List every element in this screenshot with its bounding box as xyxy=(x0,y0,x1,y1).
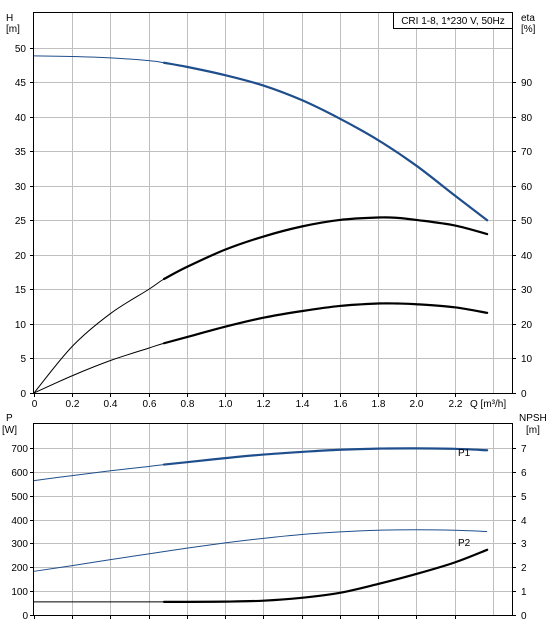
y-right-tick-label: 6 xyxy=(521,468,527,479)
x-tick-label: 0.6 xyxy=(143,399,157,410)
y-right-tick-label: 1 xyxy=(521,587,527,598)
y-left-tick-label: 5 xyxy=(20,354,26,365)
y-left-tick-label: 100 xyxy=(11,587,28,598)
curve-bold-1-0 xyxy=(162,447,489,466)
y-left-tick-label: 0 xyxy=(22,611,28,622)
p-left-label-line1: P xyxy=(6,413,13,424)
x-tick-label: 1.8 xyxy=(372,399,386,410)
curve-bold-0-2 xyxy=(162,302,489,345)
y-left-tick-label: 20 xyxy=(15,251,27,262)
y-left-tick-label: 600 xyxy=(11,468,28,479)
y-left-tick-label: 300 xyxy=(11,539,28,550)
y-left-tick-label: 35 xyxy=(15,147,27,158)
x-tick-label: 1.0 xyxy=(219,399,233,410)
power-plot-grid xyxy=(34,424,512,615)
y-right-tick-label: 3 xyxy=(521,539,527,550)
y-right-tick-label: 5 xyxy=(521,492,527,503)
head-efficiency-plot: 0 0.2 0.4 0.6 0.8 1.0 1.2 1.4 1.6 1.8 2.0 2.2 0 5 10 15… xyxy=(6,12,536,410)
y-left-tick-label: 50 xyxy=(15,44,27,55)
y-right-tick-label: 80 xyxy=(521,113,533,124)
y-left-tick-label: 25 xyxy=(15,216,27,227)
power-plot-frame xyxy=(33,423,513,616)
y-right-tick-label: 7 xyxy=(521,444,527,455)
y-right-tick-label: 20 xyxy=(521,320,533,331)
head-plot-curves xyxy=(33,55,489,394)
power-plot-curves xyxy=(33,447,489,603)
y-left-tick-label: 10 xyxy=(15,320,27,331)
p-right-label-line1: NPSH xyxy=(519,413,547,424)
y-left-tick-label: 30 xyxy=(15,182,27,193)
x-tick-label: 0 xyxy=(32,399,38,410)
y-right-tick-label: 30 xyxy=(521,285,533,296)
head-plot-ticks: 0 0.2 0.4 0.6 0.8 1.0 1.2 1.4 1.6 1.8 2.0 2.2 0 5 10 15… xyxy=(15,44,533,410)
y-left-label-line1: H xyxy=(6,13,13,24)
x-tick-label: 1.4 xyxy=(296,399,310,410)
y-right-tick-label: 70 xyxy=(521,147,533,158)
y-right-label-line2: [%] xyxy=(521,24,536,35)
y-right-tick-label: 60 xyxy=(521,182,533,193)
y-left-tick-label: 40 xyxy=(15,113,27,124)
y-right-tick-label: 40 xyxy=(521,251,533,262)
curve-bold-1-2 xyxy=(162,548,489,603)
y-left-tick-label: 15 xyxy=(15,285,27,296)
curve-bold-0-0 xyxy=(162,61,489,222)
chart-title: CRI 1-8, 1*230 V, 50Hz xyxy=(401,16,505,27)
p-left-label-line2: [W] xyxy=(2,425,17,436)
p-right-label-line2: [m] xyxy=(526,425,540,436)
y-left-tick-label: 200 xyxy=(11,563,28,574)
curve-thin-0-2 xyxy=(33,302,488,394)
power-plot-ticks: 0 100 200 300 400 500 600 700 0 1 2 3 4 5 6 7 xyxy=(11,444,527,622)
y-left-label-line2: [m] xyxy=(6,24,20,35)
x-tick-label: 2.0 xyxy=(410,399,424,410)
x-tick-label: 0.8 xyxy=(181,399,195,410)
p2-series-label: P2 xyxy=(458,538,471,549)
y-right-label-line1: eta xyxy=(521,13,535,24)
power-npsh-plot: 0 100 200 300 400 500 600 700 0 1 2 3 4 5 6 7 P [W] NPS… xyxy=(2,413,547,622)
x-axis-label: Q [m³/h] xyxy=(470,399,506,410)
y-left-tick-label: 700 xyxy=(11,444,28,455)
y-right-tick-label: 0 xyxy=(521,611,527,622)
y-right-tick-label: 2 xyxy=(521,563,527,574)
y-left-tick-label: 400 xyxy=(11,516,28,527)
head-plot-frame xyxy=(33,12,513,394)
x-tick-label: 0.2 xyxy=(66,399,80,410)
curve-thin-1-0 xyxy=(33,447,488,482)
x-tick-label: 0.4 xyxy=(104,399,118,410)
y-right-tick-label: 90 xyxy=(521,78,533,89)
y-right-tick-label: 10 xyxy=(521,354,533,365)
y-right-tick-label: 4 xyxy=(521,516,527,527)
x-tick-label: 2.2 xyxy=(449,399,463,410)
curve-thin-1-1 xyxy=(33,529,488,572)
x-tick-label: 1.6 xyxy=(334,399,348,410)
p1-series-label: P1 xyxy=(458,448,471,459)
y-left-tick-label: 0 xyxy=(20,389,26,400)
y-left-tick-label: 500 xyxy=(11,492,28,503)
curve-thin-1-2 xyxy=(34,549,488,603)
y-right-tick-label: 0 xyxy=(521,389,527,400)
chart-title-box xyxy=(393,12,513,29)
head-plot-grid xyxy=(34,13,512,393)
y-right-tick-label: 50 xyxy=(521,216,533,227)
x-tick-label: 1.2 xyxy=(257,399,271,410)
curve-thin-0-0 xyxy=(33,55,488,221)
curve-bold-0-1 xyxy=(162,216,489,281)
y-left-tick-label: 45 xyxy=(15,78,27,89)
